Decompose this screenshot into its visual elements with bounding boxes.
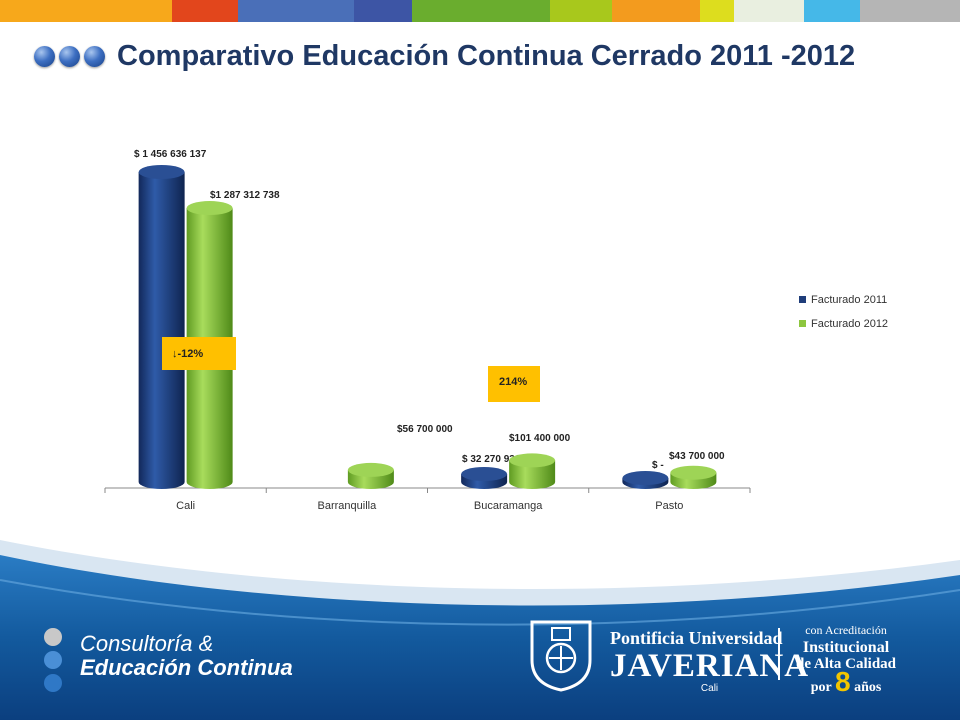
legend-swatch bbox=[799, 296, 806, 303]
legend-label: Facturado 2011 bbox=[811, 294, 887, 306]
consult-line2: Educación Continua bbox=[80, 655, 293, 680]
bar-facturado-2012-bucaramanga bbox=[509, 460, 556, 490]
acr-anos: años bbox=[854, 680, 882, 695]
x-tick-label: Pasto bbox=[655, 500, 683, 512]
data-label: $43 700 000 bbox=[669, 451, 725, 462]
top-bar-segment bbox=[238, 0, 354, 22]
acr-line2: Institucional bbox=[802, 639, 890, 656]
divider bbox=[778, 628, 780, 680]
top-bar-segment bbox=[734, 0, 804, 22]
title-dots-icon bbox=[34, 46, 105, 67]
bar-top bbox=[138, 165, 185, 179]
legend-label: Facturado 2012 bbox=[811, 318, 888, 330]
bar-top bbox=[509, 453, 556, 468]
bar-chart: Cali Barranquilla Bucaramanga Pasto $ 1 456 … bbox=[104, 149, 888, 512]
acreditacion-text: con Acreditación Institucional de Alta C… bbox=[796, 622, 896, 696]
acr-line3: de Alta Calidad bbox=[796, 656, 897, 672]
university-seal-icon bbox=[530, 620, 592, 692]
univ-line2: JAVERIANA bbox=[610, 648, 810, 684]
top-bar-segment bbox=[700, 0, 734, 22]
top-bar-segment bbox=[172, 0, 238, 22]
acr-line1: con Acreditación bbox=[805, 623, 887, 637]
consultoria-logo-text: Consultoría & Educación Continua bbox=[80, 632, 293, 680]
bar-facturado-2011-cali bbox=[138, 172, 185, 490]
consult-line1: Consultoría & bbox=[80, 631, 214, 656]
bar-top bbox=[347, 462, 394, 477]
top-color-bar bbox=[0, 0, 960, 22]
title-row: Comparativo Educación Continua Cerrado 2… bbox=[34, 40, 855, 73]
bar-top bbox=[622, 471, 669, 485]
footer-background bbox=[0, 540, 960, 720]
data-label: $ - bbox=[652, 460, 664, 471]
x-tick-label: Bucaramanga bbox=[474, 500, 543, 512]
univ-line1: Pontificia Universidad bbox=[610, 628, 783, 648]
top-bar-segment bbox=[550, 0, 612, 22]
acr-line4: por 8 años bbox=[796, 668, 896, 696]
acr-num: 8 bbox=[834, 666, 851, 697]
data-label: $ 32 270 936 bbox=[462, 454, 521, 465]
data-label: $ 1 456 636 137 bbox=[134, 149, 207, 160]
data-label: $101 400 000 bbox=[509, 433, 571, 444]
brand-dots-icon bbox=[44, 628, 62, 692]
top-bar-segment bbox=[612, 0, 700, 22]
page-title: Comparativo Educación Continua Cerrado 2… bbox=[117, 40, 856, 72]
legend-swatch bbox=[799, 320, 806, 327]
bar-top bbox=[186, 201, 233, 216]
data-label: $1 287 312 738 bbox=[210, 190, 280, 201]
annotation-label: ↓-12% bbox=[172, 348, 203, 360]
bar-top bbox=[461, 467, 508, 481]
annotation-box bbox=[162, 337, 236, 370]
top-bar-segment bbox=[354, 0, 412, 22]
top-bar-segment bbox=[0, 0, 172, 22]
top-bar-segment bbox=[860, 0, 960, 22]
top-bar-segment bbox=[412, 0, 550, 22]
acr-por: por bbox=[810, 680, 832, 695]
annotation-label: 214% bbox=[499, 376, 527, 388]
x-tick-label: Cali bbox=[176, 500, 195, 512]
top-bar-segment bbox=[804, 0, 860, 22]
univ-line3: Cali bbox=[700, 683, 719, 694]
bar-top bbox=[670, 465, 717, 480]
data-label: $56 700 000 bbox=[397, 424, 453, 435]
javeriana-logo-text: Pontificia Universidad JAVERIANA Cali bbox=[610, 628, 809, 694]
annotation-box bbox=[488, 366, 540, 402]
x-tick-label: Barranquilla bbox=[318, 500, 378, 512]
